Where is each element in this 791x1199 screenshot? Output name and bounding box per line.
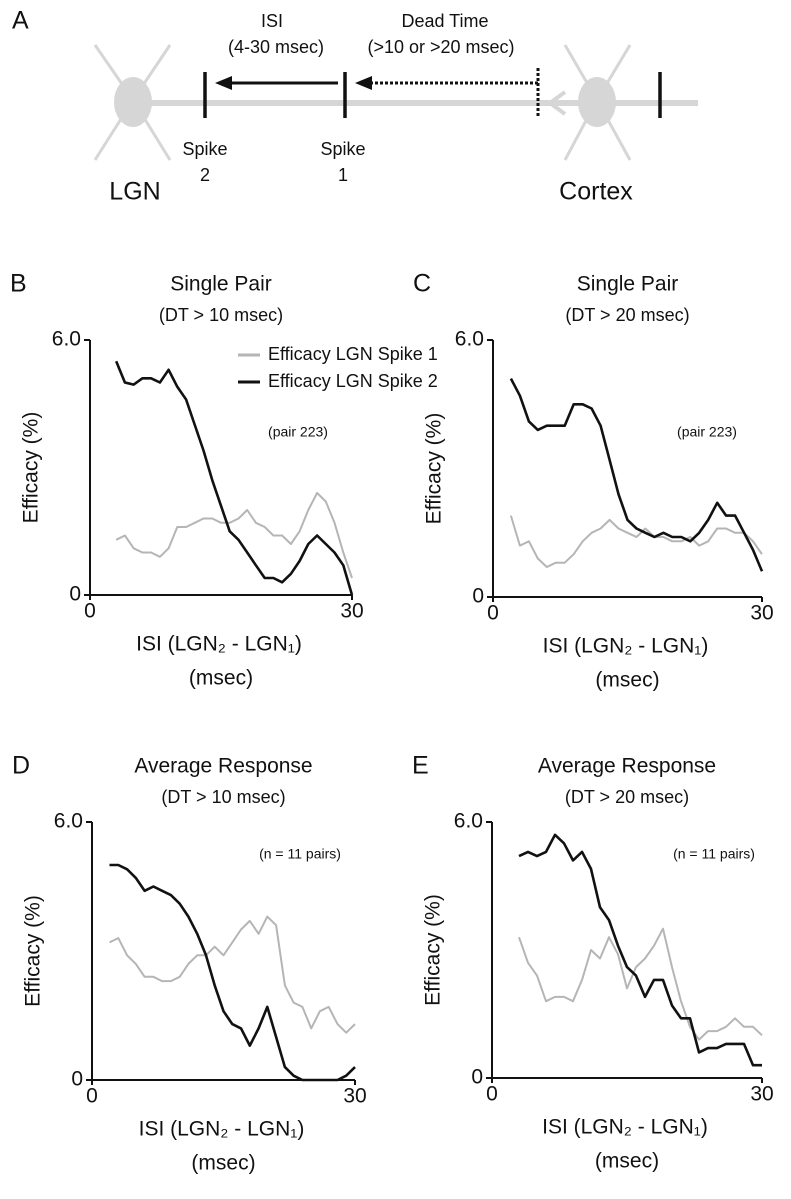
y-tick-label: 0 xyxy=(471,1066,483,1089)
spike-label: Spike xyxy=(182,139,227,159)
x-tick-label: 0 xyxy=(84,600,96,623)
annotation: (pair 223) xyxy=(268,424,328,440)
x-tick-label: 30 xyxy=(343,1085,366,1108)
spike-label: Spike xyxy=(320,139,365,159)
annotation: (pair 223) xyxy=(677,424,737,440)
dead-time-range: (>10 or >20 msec) xyxy=(367,37,514,57)
y-tick-label: 0 xyxy=(71,1068,83,1091)
chart-title: Single Pair xyxy=(170,273,272,296)
x-tick-label: 30 xyxy=(340,600,363,623)
chart-subtitle: (DT > 20 msec) xyxy=(565,787,689,807)
x-axis-label: (msec) xyxy=(189,667,253,690)
x-tick-label: 30 xyxy=(750,1083,773,1106)
dead-time-label: Dead Time xyxy=(401,11,488,31)
y-tick-label: 6.0 xyxy=(454,810,483,833)
series-line xyxy=(109,915,356,1034)
lgn-label: LGN xyxy=(109,178,160,206)
chart-subtitle: (DT > 10 msec) xyxy=(159,305,283,325)
isi-label: ISI xyxy=(261,11,283,31)
x-axis-label: ISI (LGN₂ - LGN₁) xyxy=(543,635,709,658)
y-axis-label: Efficacy (%) xyxy=(422,894,445,1006)
dead-time-arrowhead xyxy=(355,76,372,90)
x-tick-label: 0 xyxy=(86,1085,98,1108)
spikes xyxy=(203,72,662,118)
x-axis-label: ISI (LGN₂ - LGN₁) xyxy=(542,1116,708,1139)
panel-letter: A xyxy=(12,7,29,35)
chart-subtitle: (DT > 20 msec) xyxy=(565,305,689,325)
series-line xyxy=(518,927,763,1041)
series-line xyxy=(509,377,764,572)
x-tick-label: 0 xyxy=(487,602,499,625)
lgn-cell xyxy=(114,77,152,127)
panel-letter: B xyxy=(10,270,27,298)
chart-title: Average Response xyxy=(134,755,312,778)
y-tick-label: 6.0 xyxy=(52,328,81,351)
chart-subtitle: (DT > 10 msec) xyxy=(161,787,285,807)
x-axis-label: (msec) xyxy=(191,1152,255,1175)
series-line xyxy=(518,833,762,1067)
cortex-label: Cortex xyxy=(559,178,633,206)
y-tick-label: 0 xyxy=(472,585,484,608)
series-line xyxy=(109,863,356,1082)
spike-label: 1 xyxy=(338,165,348,185)
panel-letter: C xyxy=(413,270,431,298)
x-tick-label: 30 xyxy=(750,602,773,625)
y-axis-label: Efficacy (%) xyxy=(20,412,43,524)
y-tick-label: 6.0 xyxy=(54,810,83,833)
diagram: A ISI (4-30 msec) Dead Time (>10 or >20 … xyxy=(12,7,698,206)
annotation: (n = 11 pairs) xyxy=(259,846,341,862)
x-axis-label: ISI (LGN₂ - LGN₁) xyxy=(136,633,302,656)
isi-arrowhead xyxy=(215,76,232,90)
x-tick-label: 0 xyxy=(486,1083,498,1106)
panel-letter: E xyxy=(412,752,429,780)
cortex-cell xyxy=(578,77,616,127)
spike-label: 2 xyxy=(200,165,210,185)
legend-label: Efficacy LGN Spike 2 xyxy=(268,371,438,391)
y-axis-label: Efficacy (%) xyxy=(423,413,446,525)
chart-title: Single Pair xyxy=(577,273,679,296)
series-line xyxy=(115,492,353,579)
series-line xyxy=(114,360,354,596)
series-line xyxy=(509,515,763,568)
y-axis-label: Efficacy (%) xyxy=(22,895,45,1007)
chart-title: Average Response xyxy=(538,755,716,778)
x-axis-label: (msec) xyxy=(595,669,659,692)
isi-range: (4-30 msec) xyxy=(228,37,324,57)
y-tick-label: 0 xyxy=(69,583,81,606)
panel-letter: D xyxy=(12,752,30,780)
x-axis-label: ISI (LGN₂ - LGN₁) xyxy=(139,1118,305,1141)
legend-label: Efficacy LGN Spike 1 xyxy=(268,344,438,364)
y-tick-label: 6.0 xyxy=(455,328,484,351)
synapse xyxy=(546,90,567,116)
annotation: (n = 11 pairs) xyxy=(673,846,755,862)
x-axis-label: (msec) xyxy=(595,1150,659,1173)
